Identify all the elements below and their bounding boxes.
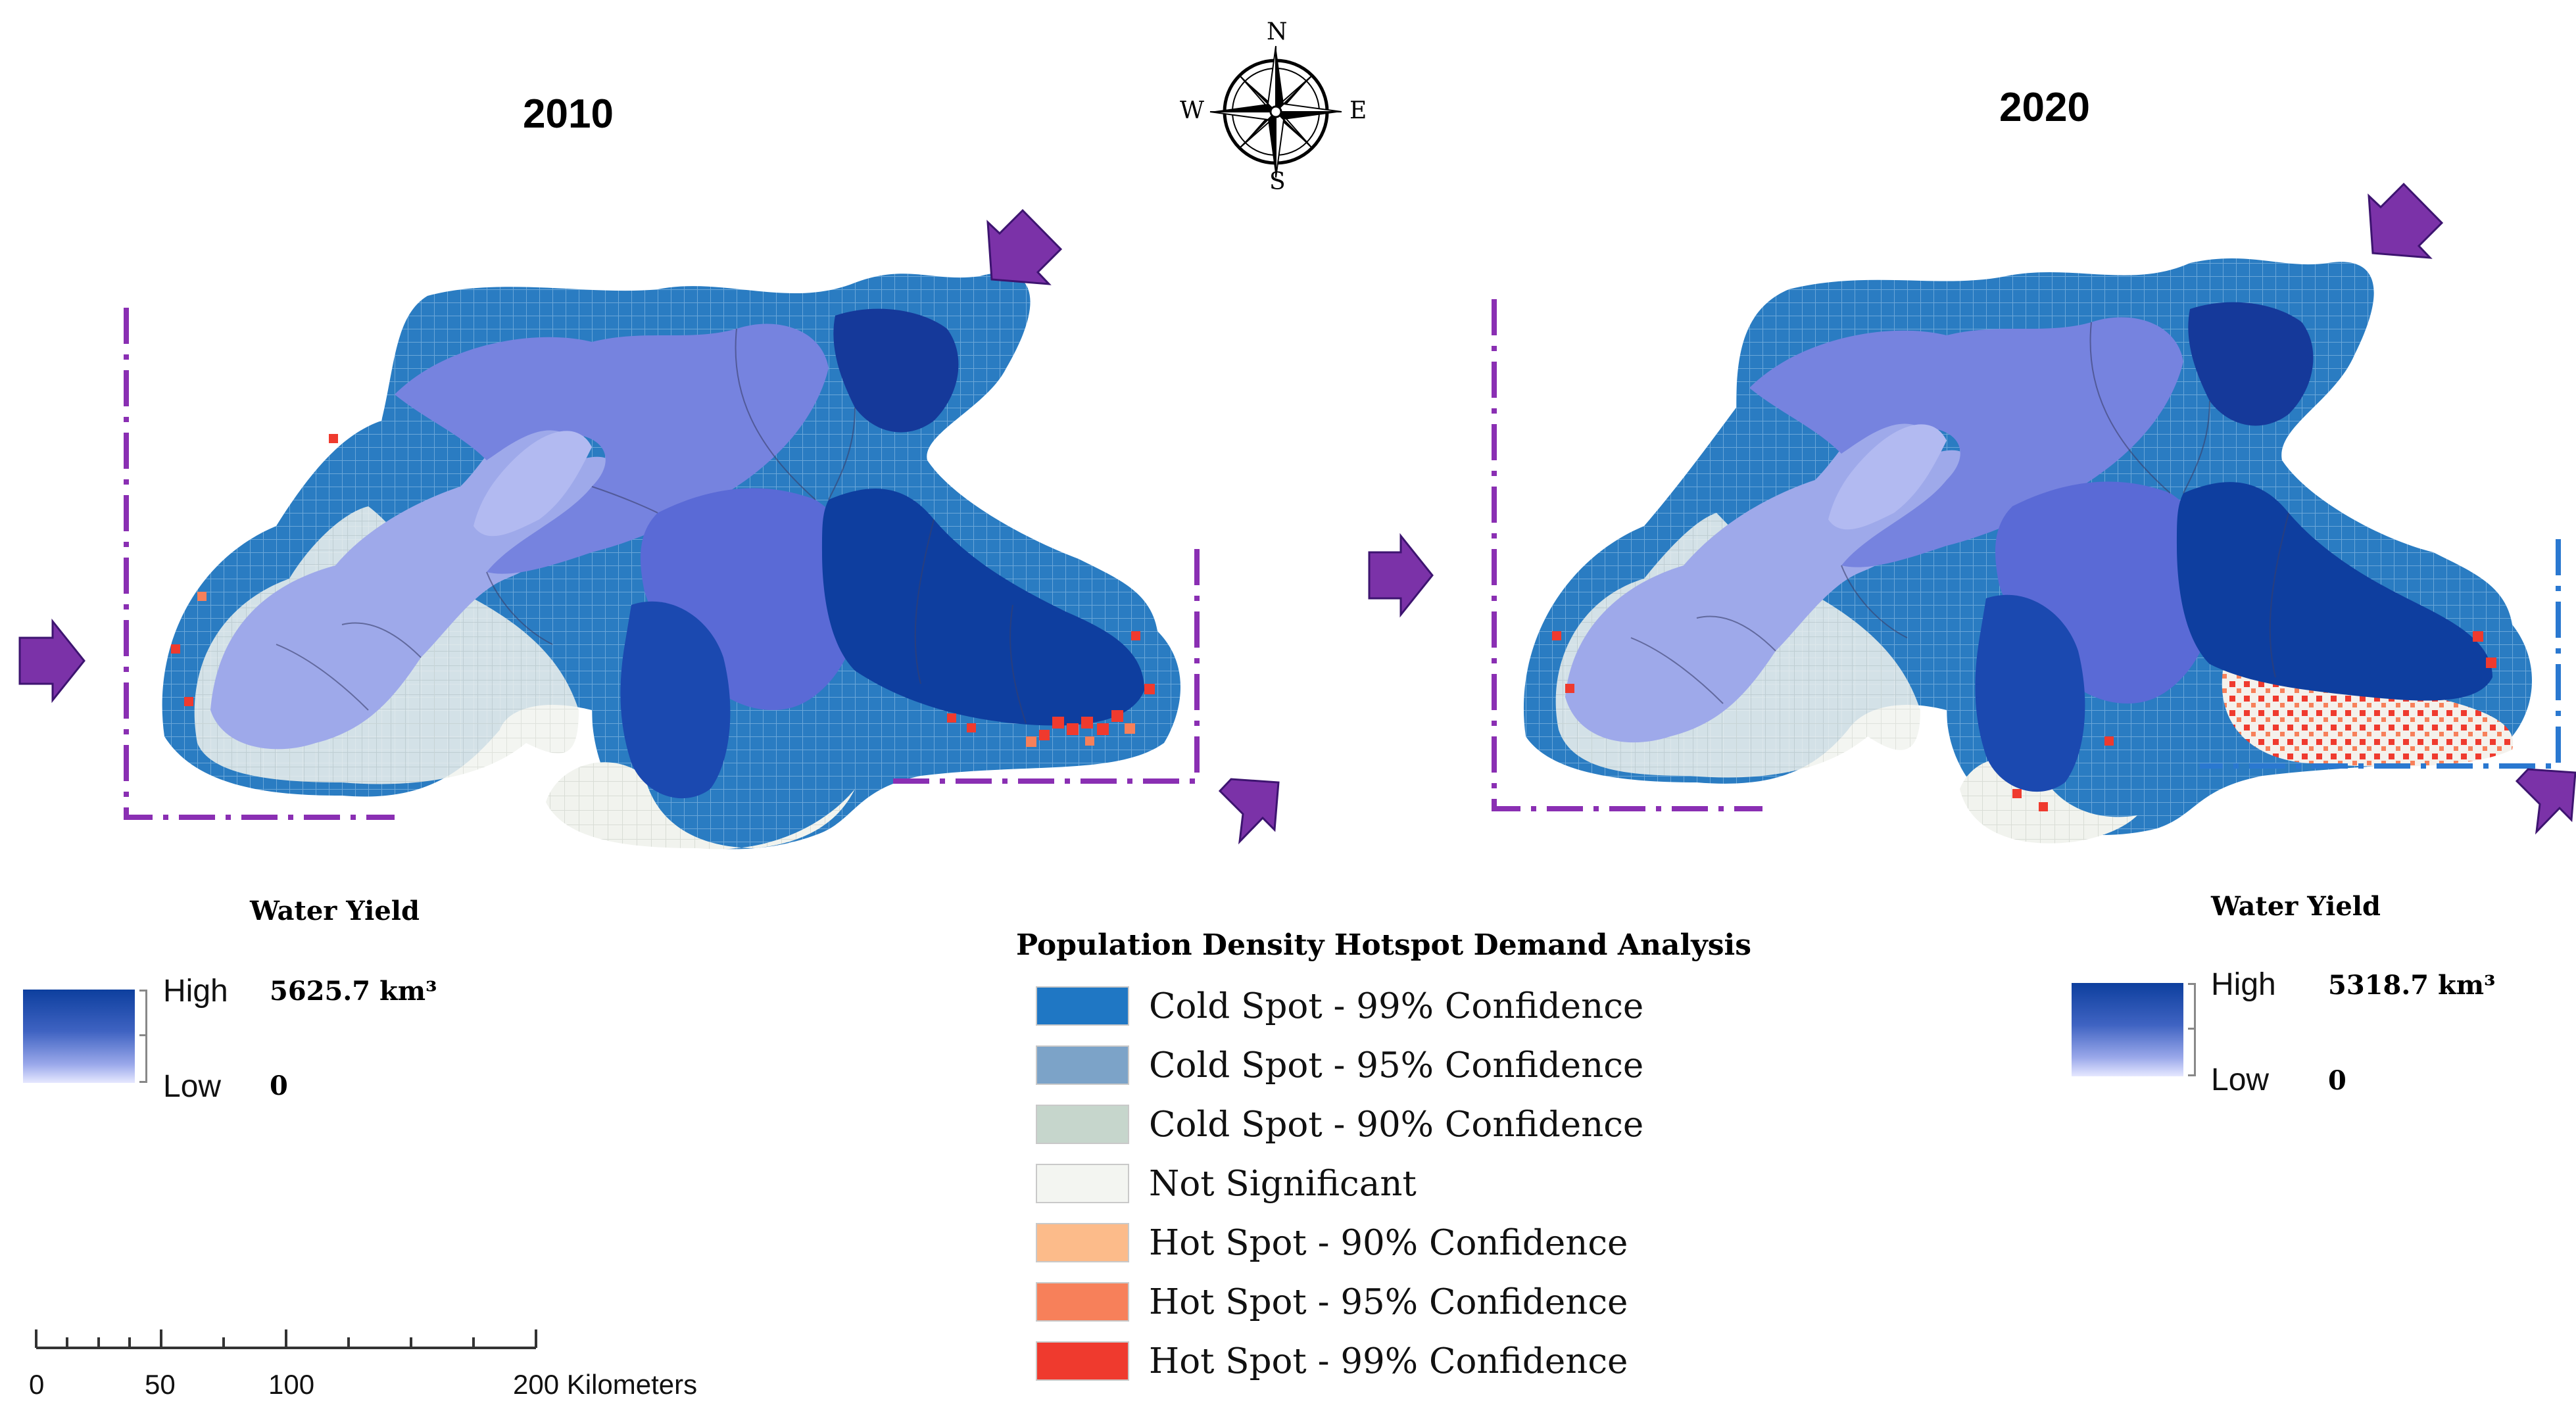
compass-rose-icon: N S E W bbox=[1177, 18, 1374, 196]
not-significant-south-2010 bbox=[546, 762, 855, 849]
subbasin-mid-north-2010 bbox=[395, 323, 829, 574]
hot-spot-cluster-2020 bbox=[2222, 666, 2514, 767]
compass-s: S bbox=[1269, 168, 1286, 195]
legend-swatch bbox=[1036, 1045, 1129, 1085]
map-title-2020: 2020 bbox=[1999, 85, 2090, 130]
compass-e: E bbox=[1349, 97, 1367, 124]
legend-swatch bbox=[1036, 1341, 1129, 1381]
water-yield-high-value-left: 5625.7 km³ bbox=[270, 976, 437, 1007]
water-yield-high-label-left: High bbox=[163, 974, 228, 1009]
bracket-west-2020 bbox=[1492, 299, 1762, 811]
legend-item-hot-95: Hot Spot - 95% Confidence bbox=[1036, 1279, 1628, 1325]
arrow-northeast-2010 bbox=[986, 208, 1063, 285]
water-yield-low-label-left: Low bbox=[163, 1069, 222, 1104]
legend-item-cold-90: Cold Spot - 90% Confidence bbox=[1036, 1101, 1643, 1147]
subbasin-east-2010 bbox=[822, 489, 1144, 726]
legend-label: Cold Spot - 99% Confidence bbox=[1149, 986, 1644, 1026]
hotspot-legend-title: Population Density Hotspot Demand Analys… bbox=[1016, 928, 1752, 962]
arrow-northeast-2020 bbox=[2368, 182, 2444, 259]
compass-n: N bbox=[1267, 18, 1288, 45]
water-yield-low-value-right: 0 bbox=[2328, 1065, 2346, 1096]
water-yield-ramp-left bbox=[23, 990, 135, 1083]
subbasin-northeast-2010 bbox=[833, 308, 959, 433]
map-title-2010: 2010 bbox=[523, 91, 614, 137]
legend-item-cold-95: Cold Spot - 95% Confidence bbox=[1036, 1042, 1643, 1088]
arrow-west-2010 bbox=[18, 618, 85, 704]
map-2020 bbox=[1368, 182, 2576, 844]
water-yield-ramp-right bbox=[2072, 983, 2183, 1076]
water-yield-title-left: Water Yield bbox=[250, 896, 420, 926]
legend-swatch bbox=[1036, 986, 1129, 1026]
subbasin-light-center-2020 bbox=[1828, 424, 1947, 530]
scale-bar bbox=[35, 1329, 537, 1349]
bracket-west-2010 bbox=[124, 308, 395, 820]
bracket-east-2010 bbox=[885, 549, 1200, 784]
legend-swatch bbox=[1036, 1223, 1129, 1262]
scale-label-0: 0 bbox=[29, 1369, 45, 1400]
water-yield-high-value-right: 5318.7 km³ bbox=[2328, 970, 2496, 1001]
legend-swatch bbox=[1036, 1105, 1129, 1144]
legend-label: Hot Spot - 90% Confidence bbox=[1149, 1222, 1628, 1263]
subbasin-south-lobe-2010 bbox=[620, 601, 731, 799]
water-yield-high-label-right: High bbox=[2211, 967, 2276, 1002]
legend-item-hot-90: Hot Spot - 90% Confidence bbox=[1036, 1220, 1628, 1266]
map-2010 bbox=[18, 208, 1280, 849]
scale-label-50: 50 bbox=[145, 1369, 176, 1400]
legend-label: Cold Spot - 90% Confidence bbox=[1149, 1104, 1644, 1145]
water-yield-ticks-left bbox=[135, 990, 147, 1083]
subbasin-northeast-2020 bbox=[2188, 302, 2314, 426]
hotspots-2010 bbox=[171, 434, 1155, 740]
subbasin-mid-north-2020 bbox=[1749, 317, 2183, 567]
water-yield-low-value-left: 0 bbox=[270, 1070, 288, 1101]
scale-label-200-km: 200 Kilometers bbox=[513, 1369, 698, 1400]
arrow-west-2020 bbox=[1368, 533, 1434, 618]
subbasin-light-center-2010 bbox=[474, 431, 592, 537]
legend-label: Not Significant bbox=[1149, 1163, 1417, 1204]
legend-item-not-significant: Not Significant bbox=[1036, 1160, 1417, 1207]
arrow-southeast-2020 bbox=[2515, 768, 2576, 835]
water-yield-ticks-right bbox=[2183, 983, 2196, 1076]
subbasin-south-lobe-2020 bbox=[1975, 594, 2085, 792]
legend-item-cold-99: Cold Spot - 99% Confidence bbox=[1036, 983, 1643, 1029]
subbasin-east-2020 bbox=[2177, 482, 2492, 701]
bracket-east-2020 bbox=[2200, 539, 2561, 769]
legend-item-hot-99: Hot Spot - 99% Confidence bbox=[1036, 1338, 1628, 1384]
scale-label-100: 100 bbox=[268, 1369, 315, 1400]
legend-label: Cold Spot - 95% Confidence bbox=[1149, 1045, 1644, 1086]
water-yield-low-label-right: Low bbox=[2211, 1063, 2270, 1097]
hotspot-legend: Cold Spot - 99% Confidence Cold Spot - 9… bbox=[1036, 983, 1759, 1397]
arrow-southeast-2010 bbox=[1218, 778, 1280, 845]
legend-label: Hot Spot - 95% Confidence bbox=[1149, 1281, 1628, 1322]
legend-swatch bbox=[1036, 1164, 1129, 1203]
legend-label: Hot Spot - 99% Confidence bbox=[1149, 1341, 1628, 1381]
water-yield-title-right: Water Yield bbox=[2211, 891, 2381, 922]
compass-w: W bbox=[1180, 97, 1205, 124]
legend-swatch bbox=[1036, 1282, 1129, 1322]
